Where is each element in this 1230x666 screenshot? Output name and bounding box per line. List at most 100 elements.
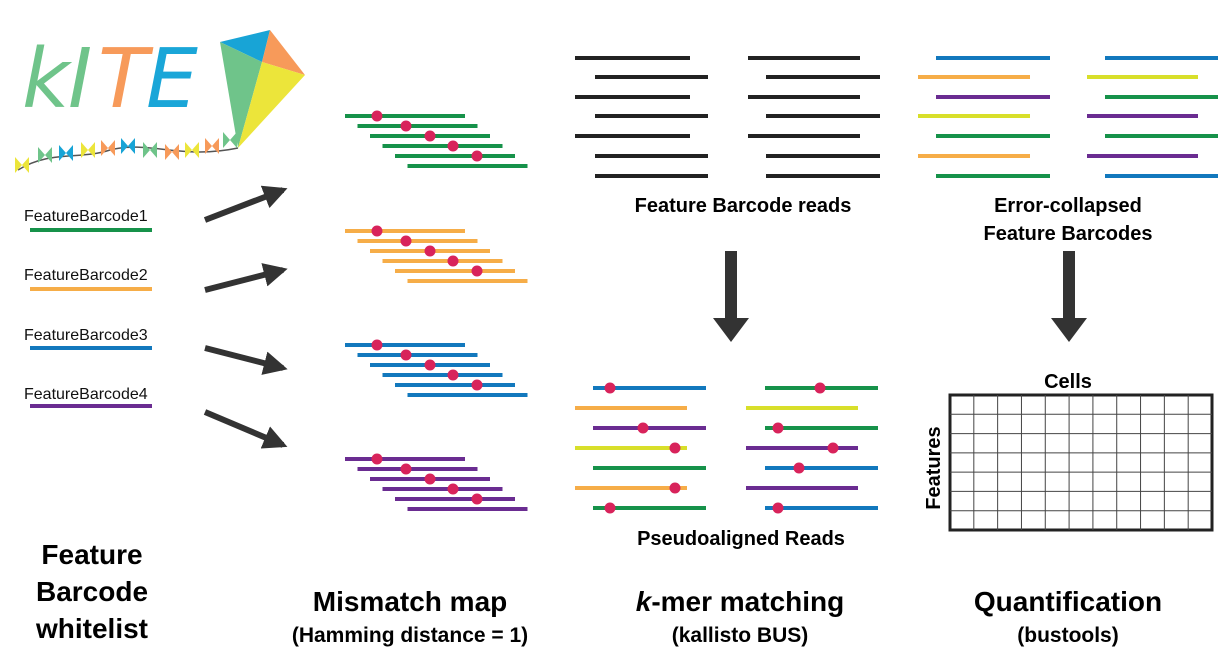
mismatch-dot [400, 235, 412, 247]
error-collapsed-barcodes [918, 56, 1218, 178]
mismatch-dot [371, 110, 383, 122]
mismatch-dot [471, 150, 483, 162]
bow-left [205, 138, 212, 154]
kmer-title-rest: -mer matching [651, 586, 844, 617]
bow-right [192, 142, 199, 158]
quant-subtitle: (bustools) [1017, 624, 1118, 647]
feature-barcode-reads [575, 56, 880, 178]
whitelist-item-1: FeatureBarcode1 [24, 208, 148, 225]
bow-left [101, 140, 108, 156]
bow-left [185, 142, 192, 158]
mismatch-dot [371, 453, 383, 465]
bow-right [88, 142, 95, 158]
logo-letter-k: k [22, 32, 73, 127]
bow-right [150, 142, 157, 158]
mismatch-dot [424, 130, 436, 142]
bow-right [66, 145, 73, 161]
pseudo-dot [772, 502, 784, 514]
down-arrow-collapsed-head [1051, 318, 1087, 342]
whitelist-caption-line-2: Barcode [36, 576, 148, 607]
bow-right [22, 157, 29, 173]
mismatch-dot [400, 349, 412, 361]
mismatch-dot [447, 140, 459, 152]
collapsed-label-line-2: Feature Barcodes [984, 223, 1153, 245]
kmer-subtitle: (kallisto BUS) [672, 624, 809, 647]
whitelist-item-2: FeatureBarcode2 [24, 267, 148, 284]
bow-right [108, 140, 115, 156]
mismatch-dot [471, 493, 483, 505]
whitelist-item-4: FeatureBarcode4 [24, 386, 148, 403]
bow-left [15, 157, 22, 173]
kmer-title-italic: k [636, 586, 653, 617]
mismatch-dot [447, 483, 459, 495]
whitelist-panel: FeatureBarcode1 FeatureBarcode2 FeatureB… [24, 208, 152, 644]
bow-left [38, 147, 45, 163]
mismatch-subtitle: (Hamming distance = 1) [292, 624, 528, 647]
quant-title: Quantification [974, 586, 1162, 617]
pseudo-dot [793, 462, 805, 474]
kmer-title: k-mer matching [636, 586, 845, 617]
arrow-to-blue-map [204, 345, 288, 375]
pseudo-dot [669, 442, 681, 454]
bow-left [81, 142, 88, 158]
bow-right [128, 138, 135, 154]
mismatch-dot [424, 359, 436, 371]
pseudo-dot [827, 442, 839, 454]
down-arrow-reads-shaft [725, 251, 737, 321]
down-arrows [713, 251, 1087, 342]
mismatch-dot [447, 255, 459, 267]
pseudo-dot [604, 382, 616, 394]
bow-left [223, 132, 230, 148]
pseudo-dot [814, 382, 826, 394]
whitelist-caption-line-1: Feature [41, 539, 142, 570]
pseudo-dot [669, 482, 681, 494]
kite-tail-bows [15, 132, 237, 173]
bow-right [212, 138, 219, 154]
matrix-border [948, 393, 1214, 532]
count-matrix [948, 393, 1214, 532]
mismatch-dot [471, 265, 483, 277]
mismatch-dot [424, 473, 436, 485]
logo-letter-t: T [98, 32, 154, 127]
logo-letter-e: E [146, 32, 198, 127]
arrow-to-orange-map [204, 263, 288, 293]
bow-right [230, 132, 237, 148]
bow-left [143, 142, 150, 158]
kite-logo: k I T E [15, 30, 305, 173]
matrix-cells-label: Cells [1044, 371, 1092, 393]
whitelist-caption-line-3: whitelist [35, 613, 148, 644]
mismatch-dot [400, 120, 412, 132]
whitelist-item-3: FeatureBarcode3 [24, 327, 148, 344]
collapsed-label-line-1: Error-collapsed [994, 195, 1142, 217]
mismatch-dot [400, 463, 412, 475]
matrix-features-label: Features [923, 426, 945, 509]
bow-right [172, 144, 179, 160]
bow-left [121, 138, 128, 154]
mismatch-stack [345, 339, 528, 397]
mismatch-stack [345, 225, 528, 283]
mismatch-dot [471, 379, 483, 391]
logo-letter-i: I [68, 32, 92, 127]
pseudo-label: Pseudoaligned Reads [637, 528, 845, 550]
down-arrow-collapsed-shaft [1063, 251, 1075, 321]
reads-label: Feature Barcode reads [635, 195, 852, 217]
mismatch-title: Mismatch map [313, 586, 508, 617]
mismatch-dot [371, 225, 383, 237]
mismatch-dot [447, 369, 459, 381]
mismatch-dot [371, 339, 383, 351]
mismatch-map [345, 110, 528, 511]
arrow-to-purple-map [203, 409, 288, 449]
pseudoaligned-reads [575, 382, 878, 514]
mismatch-dot [424, 245, 436, 257]
arrow-to-green-map [203, 185, 288, 223]
pseudo-dot [772, 422, 784, 434]
bow-left [165, 144, 172, 160]
down-arrow-reads-head [713, 318, 749, 342]
mismatch-stack [345, 453, 528, 511]
kite-icon [220, 30, 305, 148]
bow-left [59, 145, 66, 161]
pseudo-dot [637, 422, 649, 434]
bow-right [45, 147, 52, 163]
whitelist-arrows [203, 185, 288, 449]
